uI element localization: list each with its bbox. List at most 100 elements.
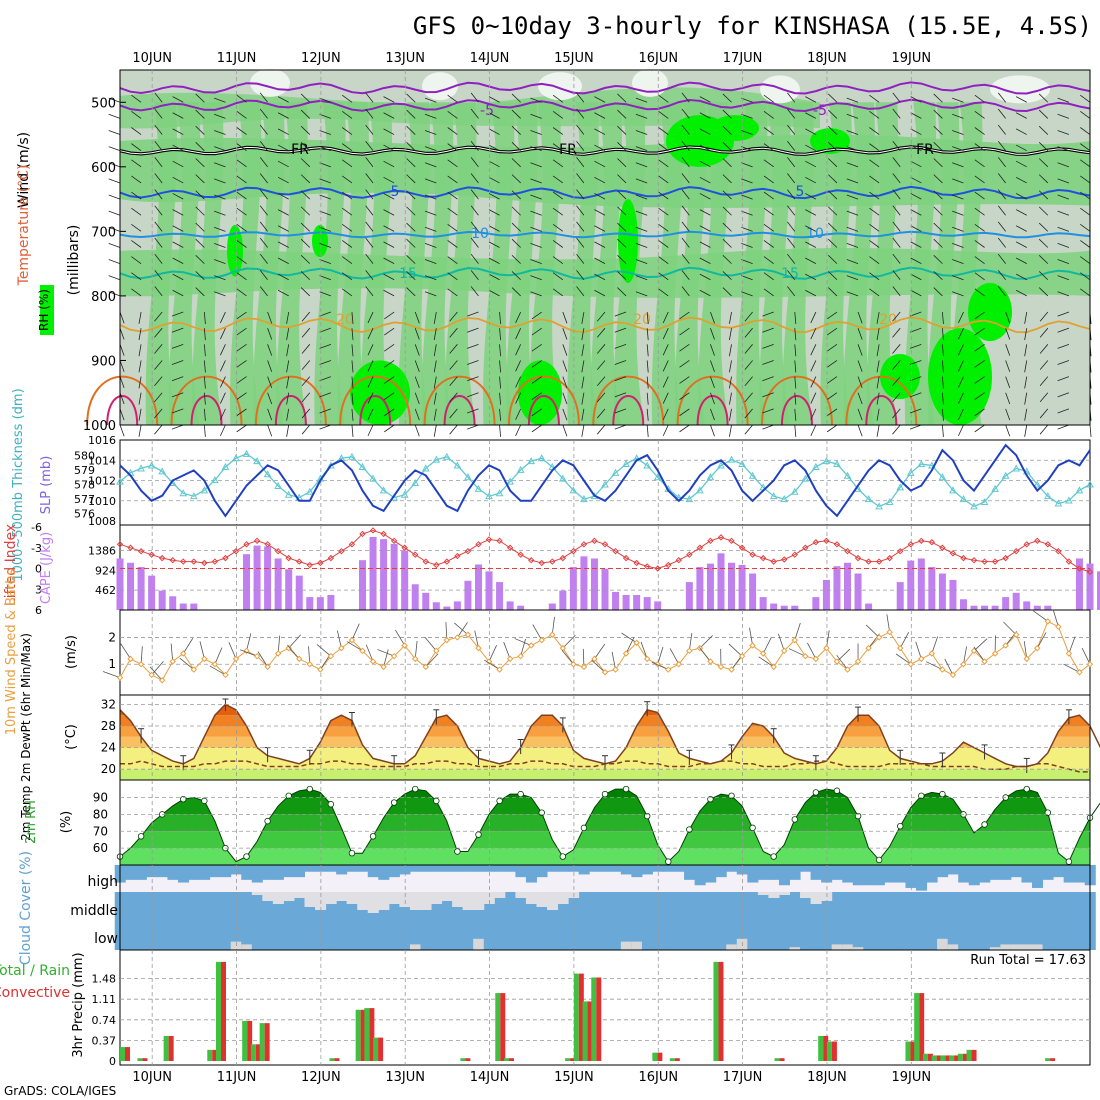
wind-barb (131, 207, 142, 216)
cloud-bar (726, 892, 738, 922)
wind-barb (658, 272, 669, 281)
wind-barb (869, 127, 880, 135)
wind-barb (974, 143, 985, 152)
wind-barb (300, 125, 311, 135)
wind-barb (722, 125, 732, 135)
thickness-point (833, 460, 841, 468)
wind-barb (171, 408, 184, 414)
wind-point (1034, 644, 1041, 652)
wind-barb (933, 190, 943, 200)
li-point (991, 558, 999, 565)
thickness-point (706, 473, 715, 481)
wind-barb (172, 128, 184, 135)
wind-point (928, 650, 936, 657)
wind-barb (488, 209, 500, 216)
wind-barb (952, 210, 964, 216)
rh-dry-patch (990, 75, 1050, 104)
cloud-bar (789, 865, 801, 880)
wind-barb (651, 661, 669, 670)
low-cloud-fill (937, 938, 949, 950)
wind10-unit: (m/s) (64, 635, 79, 669)
wind-barb (749, 627, 754, 646)
wind-point (1065, 650, 1073, 657)
wind-barb (552, 191, 564, 200)
date-label-bottom: 15JUN (554, 1070, 594, 1085)
wind-barb (997, 140, 1006, 151)
wind-barb (171, 376, 184, 382)
wind-barb (614, 311, 627, 317)
wind-barb (974, 360, 985, 368)
wind-barb (236, 343, 247, 352)
thickness-point (147, 461, 156, 469)
wind-barb (414, 640, 418, 659)
cloud-bar (1010, 865, 1022, 878)
precip-total-bar (504, 1058, 509, 1061)
wind-barb (172, 144, 184, 152)
wind-barb (892, 270, 901, 281)
wind-tick: 2 (108, 630, 116, 644)
wind-barb (679, 408, 690, 417)
wind-barb (1005, 392, 1011, 405)
wind-barb (869, 272, 880, 281)
precip-total-bar (573, 973, 579, 1061)
wind-barb (383, 193, 395, 200)
thickness-point (622, 460, 630, 468)
wind-barb (710, 392, 715, 405)
wind-barb (974, 327, 985, 336)
wind-barb (414, 392, 420, 405)
wind-barb (447, 223, 458, 232)
wind-barb (154, 360, 163, 370)
li-point (833, 541, 841, 548)
temp2m-unit: (°C) (64, 724, 79, 750)
wind-barb (958, 311, 964, 324)
mid-cloud-gap (357, 892, 369, 910)
wind-barb (470, 108, 479, 119)
wind-barb (342, 159, 353, 168)
mid-cloud-gap (515, 892, 527, 898)
wind-barb (214, 146, 226, 152)
li-point (591, 537, 598, 545)
rh-point (622, 785, 630, 793)
temp-tick: 24 (101, 741, 116, 755)
precip-total-bar (931, 1055, 937, 1061)
wind-barb (787, 92, 796, 103)
wind-barb (1080, 223, 1091, 232)
precip-conv-bar (264, 1023, 270, 1061)
cape-bar (907, 560, 915, 610)
cape-bar (274, 558, 282, 610)
cloud-bar (926, 865, 938, 883)
wind-barb (974, 127, 985, 135)
wind-barb (300, 93, 311, 103)
cloud-bar (251, 922, 263, 950)
wind-barb (741, 97, 753, 103)
cloud-bar (1032, 865, 1044, 888)
cape-bar (759, 597, 767, 610)
cloud-bar (916, 892, 928, 922)
wind-barb (236, 288, 247, 297)
cloud-bar (631, 922, 643, 950)
wind-barb (895, 653, 911, 665)
cape-bar (359, 560, 366, 610)
cloud-bar (135, 865, 147, 880)
wind-barb (470, 92, 479, 103)
mid-cloud-gap (378, 892, 390, 910)
cape-bar (464, 580, 472, 610)
wind-barb (576, 237, 585, 248)
wind-barb (1057, 408, 1070, 414)
wind-barb (729, 360, 732, 373)
cloud-bar (409, 922, 421, 950)
li-point (781, 556, 788, 563)
thickness-point (242, 449, 251, 457)
wind-barb (300, 158, 311, 168)
wind-barb (406, 255, 416, 264)
wind-barb (846, 113, 859, 119)
isotherm-25-loop (760, 375, 833, 426)
wind-barb (611, 651, 616, 670)
cloud-bar (209, 922, 221, 950)
cloud-bar (831, 865, 843, 880)
wind-barb (488, 193, 500, 200)
precip-tick: 0.74 (92, 1014, 117, 1027)
wind-barb (886, 614, 891, 633)
wind-barb (744, 327, 753, 338)
